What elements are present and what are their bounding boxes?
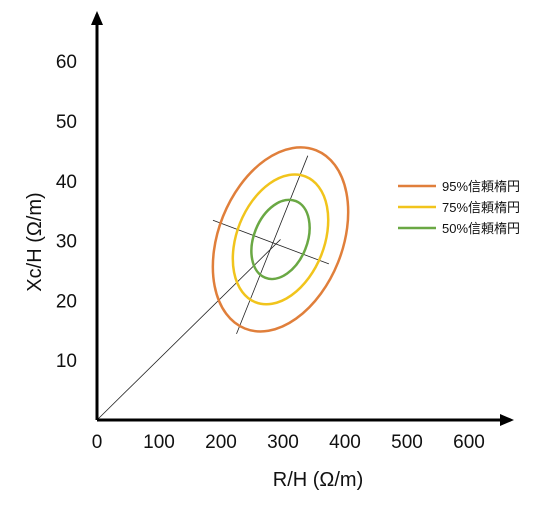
- legend-label-2: 75%信頼楕円: [442, 200, 520, 215]
- x-tick-label: 100: [143, 432, 175, 453]
- x-tick-labels: 0 100 200 300 400 500 600: [92, 432, 485, 453]
- x-tick-label: 200: [205, 432, 237, 453]
- x-tick-label: 500: [391, 432, 423, 453]
- confidence-ellipses: [211, 146, 350, 333]
- y-tick-label: 60: [56, 52, 77, 73]
- y-tick-label: 20: [56, 291, 77, 312]
- x-tick-label: 400: [329, 432, 361, 453]
- y-tick-labels: 10 20 30 40 50 60: [56, 52, 77, 372]
- legend: 95%信頼楕円 75%信頼楕円 50%信頼楕円: [398, 179, 520, 236]
- major-axis-line: [236, 155, 309, 335]
- x-tick-label: 300: [267, 432, 299, 453]
- minor-axis-line: [212, 219, 330, 265]
- guide-lines: [96, 155, 330, 421]
- y-tick-label: 10: [56, 351, 77, 372]
- origin-line: [96, 239, 281, 421]
- legend-label-3: 50%信頼楕円: [442, 221, 520, 236]
- x-axis-title: R/H (Ω/m): [273, 469, 364, 491]
- confidence-ellipse-2: [231, 173, 330, 306]
- y-tick-label: 30: [56, 232, 77, 253]
- confidence-ellipse-3: [250, 198, 311, 281]
- x-tick-label: 0: [92, 432, 103, 453]
- legend-label-1: 95%信頼楕円: [442, 179, 520, 194]
- x-tick-label: 600: [453, 432, 485, 453]
- y-axis-title: Xc/H (Ω/m): [24, 192, 46, 291]
- y-tick-label: 40: [56, 172, 77, 193]
- axes: [91, 11, 514, 426]
- y-tick-label: 50: [56, 112, 77, 133]
- confidence-ellipse-1: [211, 146, 350, 333]
